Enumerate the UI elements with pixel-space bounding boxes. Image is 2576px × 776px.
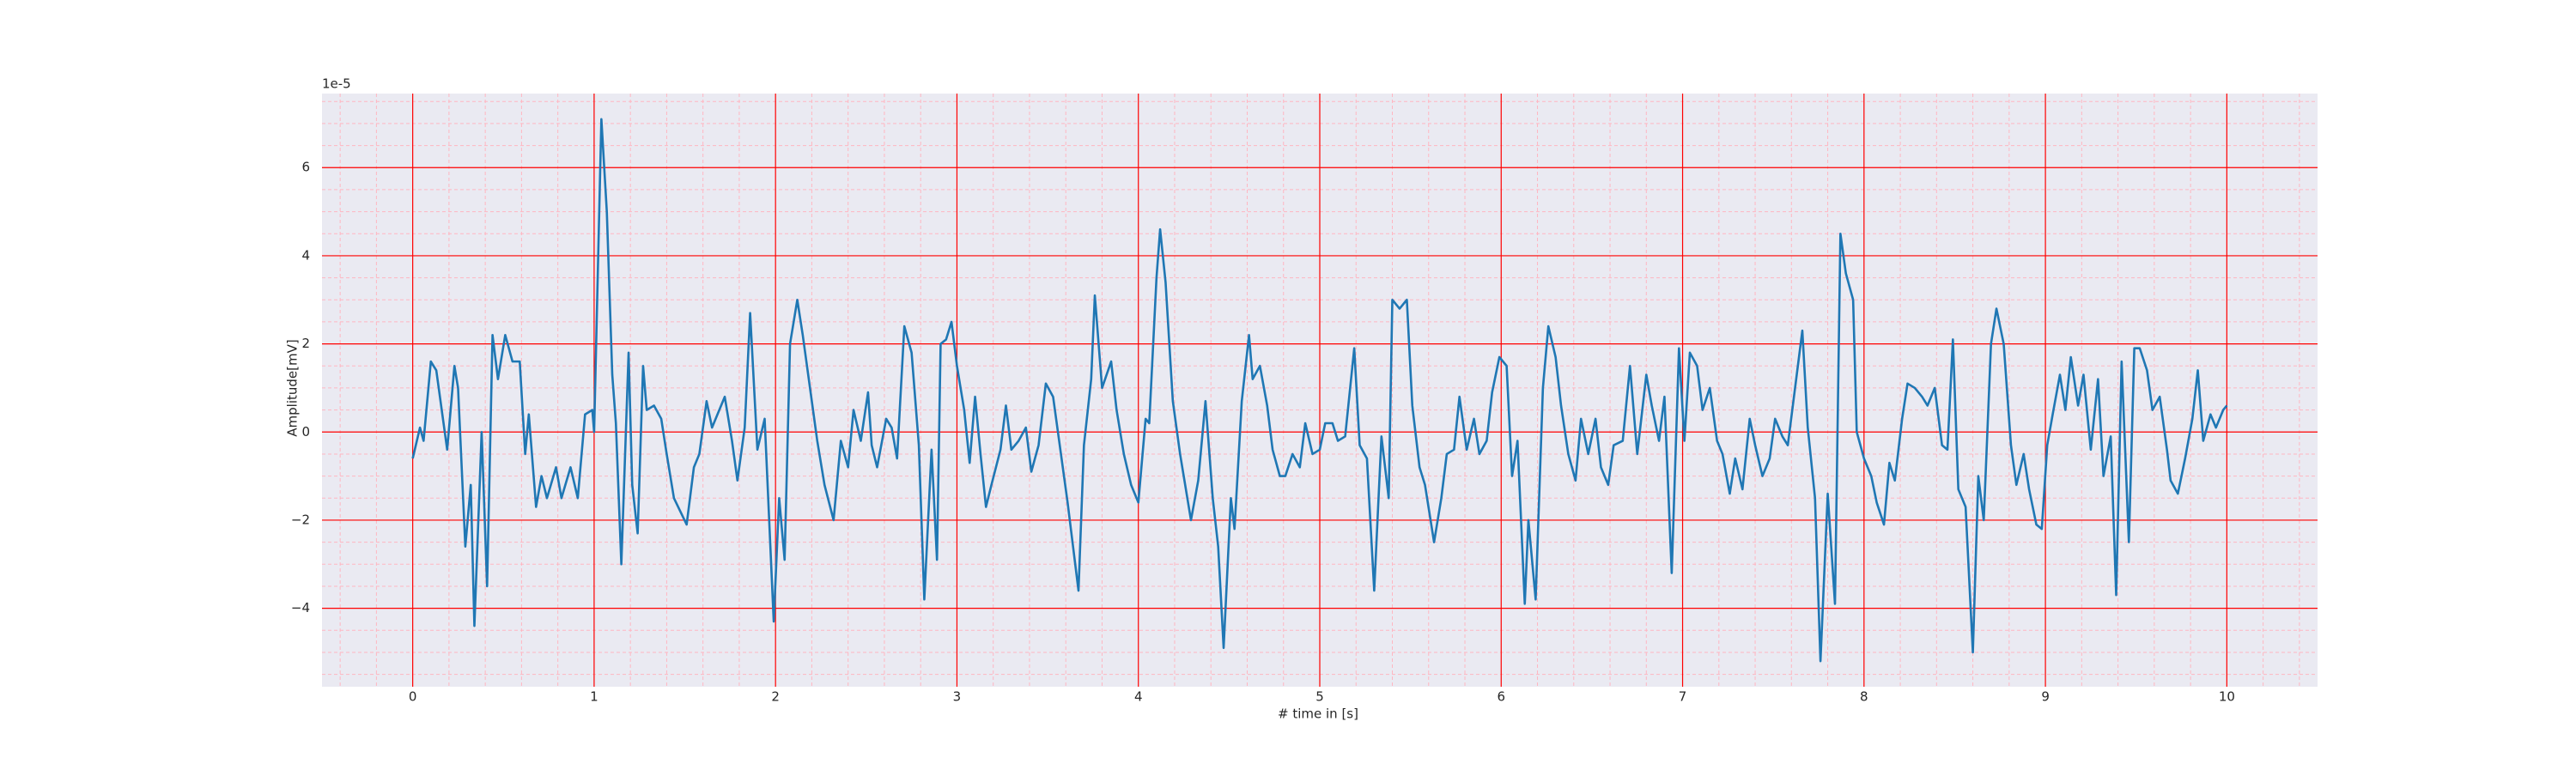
x-tick-label: 3 <box>953 689 962 705</box>
x-tick-label: 1 <box>590 689 598 705</box>
y-tick-label: 4 <box>301 247 310 263</box>
x-tick-label: 10 <box>2219 689 2235 705</box>
series <box>411 118 2228 663</box>
y-axis-label: Amplitude[mV] <box>285 339 301 436</box>
y-offset-label: 1e-5 <box>322 76 351 92</box>
x-tick-label: 4 <box>1134 689 1143 705</box>
y-tick-label: −4 <box>291 600 310 615</box>
x-tick-label: 5 <box>1315 689 1324 705</box>
y-tick-label: 0 <box>301 424 310 440</box>
x-tick-label: 7 <box>1679 689 1687 705</box>
x-tick-label: 2 <box>771 689 780 705</box>
x-tick-label: 9 <box>2041 689 2050 705</box>
y-tick-label: 2 <box>301 336 310 351</box>
x-axis-label: # time in [s] <box>1278 706 1358 722</box>
signal-line <box>411 118 2228 663</box>
labels: # time in [s] Amplitude[mV] 1e-5 0 1 2 3 4 5 6… <box>285 76 2235 722</box>
y-tick-label: −2 <box>291 512 310 527</box>
x-tick-label: 6 <box>1497 689 1505 705</box>
x-tick-label: 8 <box>1860 689 1868 705</box>
x-tick-label: 0 <box>409 689 417 705</box>
grid <box>322 94 2318 687</box>
y-tick-label: 6 <box>301 160 310 175</box>
